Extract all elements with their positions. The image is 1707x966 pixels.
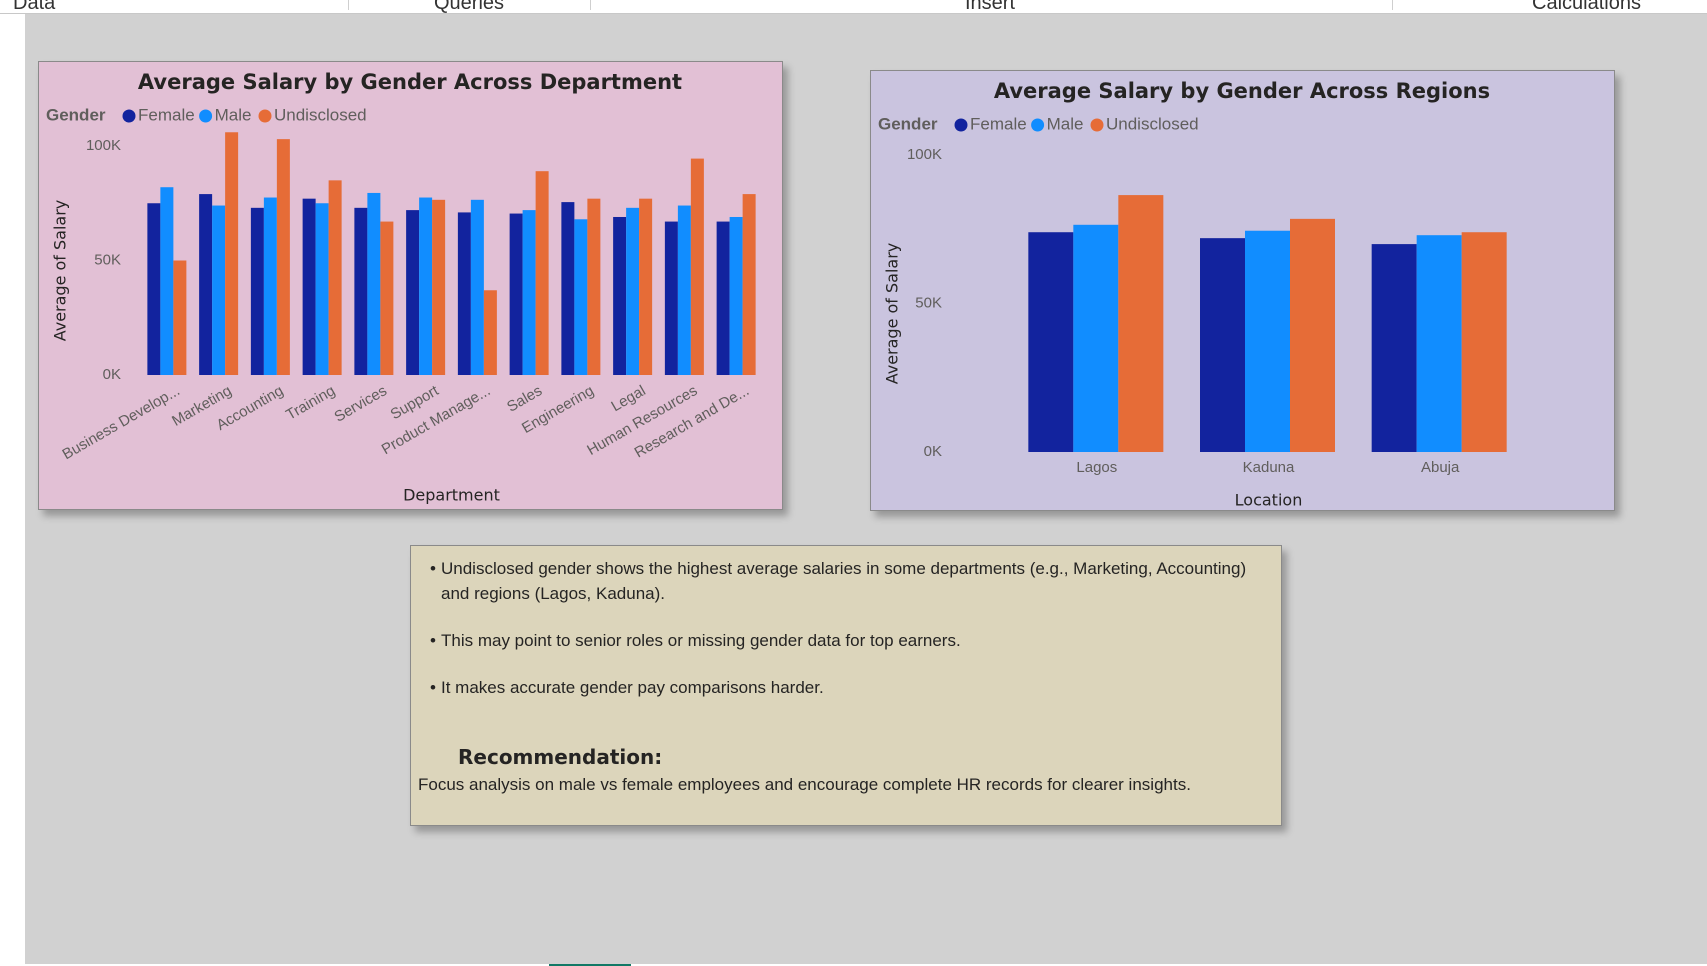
dept-legend-marker-male bbox=[199, 109, 213, 123]
dept-bar-marketing-undisclosed[interactable] bbox=[225, 132, 239, 375]
ribbon-tabs: Data Queries Insert Calculations bbox=[0, 0, 1707, 14]
region-y-tick-label: 50K bbox=[915, 294, 942, 311]
dept-bar-support-male[interactable] bbox=[419, 197, 433, 375]
active-page-indicator[interactable] bbox=[549, 964, 631, 966]
insight-bullet-2: This may point to senior roles or missin… bbox=[430, 628, 1270, 653]
region-legend-marker-female bbox=[954, 118, 968, 132]
dept-legend-marker-female bbox=[122, 109, 136, 123]
region-y-tick-label: 0K bbox=[924, 443, 942, 460]
dept-bar-marketing-male[interactable] bbox=[212, 205, 226, 375]
region-legend-label-female[interactable]: Female bbox=[970, 114, 1027, 133]
region-bar-lagos-male[interactable] bbox=[1073, 224, 1119, 452]
dept-x-tick-label: Services bbox=[332, 382, 390, 425]
ribbon-separator bbox=[590, 0, 591, 10]
insight-bullet-3: It makes accurate gender pay comparisons… bbox=[430, 675, 1270, 700]
insight-bullet-1: Undisclosed gender shows the highest ave… bbox=[430, 556, 1270, 606]
ribbon-tab-insert[interactable]: Insert bbox=[965, 0, 1016, 14]
region-legend-marker-male bbox=[1031, 118, 1045, 132]
dept-bar-legal-female[interactable] bbox=[613, 216, 627, 375]
dept-bar-research-and-de-undisclosed[interactable] bbox=[742, 194, 756, 375]
dept-bar-accounting-male[interactable] bbox=[263, 197, 277, 375]
region-x-tick-label: Abuja bbox=[1421, 459, 1460, 476]
ribbon-separator bbox=[1392, 0, 1393, 10]
dept-bar-services-female[interactable] bbox=[354, 207, 368, 375]
dept-bar-research-and-de-male[interactable] bbox=[729, 216, 743, 375]
region-x-tick-label: Lagos bbox=[1076, 459, 1117, 476]
dept-bar-training-undisclosed[interactable] bbox=[328, 180, 342, 375]
dept-bar-engineering-undisclosed[interactable] bbox=[587, 198, 601, 375]
ribbon-tab-calculations[interactable]: Calculations bbox=[1532, 0, 1641, 14]
dept-legend-marker-undisclosed bbox=[258, 109, 272, 123]
region-chart-title: Average Salary by Gender Across Regions bbox=[994, 79, 1490, 103]
dept-bar-services-undisclosed[interactable] bbox=[380, 221, 394, 375]
dept-bar-legal-undisclosed[interactable] bbox=[639, 198, 653, 375]
dept-bar-product-manage-male[interactable] bbox=[470, 199, 484, 375]
dept-bar-business-develop-undisclosed[interactable] bbox=[173, 260, 187, 376]
dept-legend-label-female[interactable]: Female bbox=[138, 105, 195, 124]
dept-bar-business-develop-male[interactable] bbox=[160, 187, 174, 375]
ribbon-separator bbox=[348, 0, 349, 10]
dept-legend-label-male[interactable]: Male bbox=[215, 105, 252, 124]
dept-x-tick-label: Business Develop... bbox=[60, 382, 183, 463]
dept-bar-product-manage-female[interactable] bbox=[457, 212, 471, 375]
region-bar-abuja-undisclosed[interactable] bbox=[1461, 232, 1507, 452]
region-x-axis-title: Location bbox=[1235, 491, 1303, 510]
region-bar-lagos-undisclosed[interactable] bbox=[1118, 195, 1164, 452]
insights-textbox: Undisclosed gender shows the highest ave… bbox=[410, 545, 1282, 826]
dept-bar-support-female[interactable] bbox=[406, 210, 420, 375]
department-salary-chart: Average Salary by Gender Across Departme… bbox=[46, 70, 756, 505]
dept-bar-business-develop-female[interactable] bbox=[147, 203, 161, 375]
region-bar-kaduna-female[interactable] bbox=[1200, 238, 1245, 452]
dept-bar-product-manage-undisclosed[interactable] bbox=[483, 290, 497, 375]
left-pane bbox=[0, 14, 25, 966]
region-legend-marker-undisclosed bbox=[1090, 118, 1104, 132]
region-legend-label-undisclosed[interactable]: Undisclosed bbox=[1106, 114, 1199, 133]
recommendation-text: Focus analysis on male vs female employe… bbox=[418, 775, 1191, 794]
dept-chart-title: Average Salary by Gender Across Departme… bbox=[138, 70, 682, 94]
dept-bar-research-and-de-female[interactable] bbox=[716, 221, 730, 375]
dept-y-tick-label: 100K bbox=[86, 137, 121, 154]
dept-bar-accounting-female[interactable] bbox=[250, 207, 264, 375]
department-chart-visual[interactable]: Average Salary by Gender Across Departme… bbox=[38, 61, 783, 510]
dept-x-tick-label: Training bbox=[283, 382, 338, 424]
region-chart-visual[interactable]: Average Salary by Gender Across Regions G… bbox=[870, 70, 1615, 511]
dept-bar-accounting-undisclosed[interactable] bbox=[276, 139, 290, 375]
dept-legend-label-undisclosed[interactable]: Undisclosed bbox=[274, 105, 367, 124]
dept-y-tick-label: 50K bbox=[94, 251, 121, 268]
insights-list: Undisclosed gender shows the highest ave… bbox=[430, 556, 1270, 722]
region-y-tick-label: 100K bbox=[907, 146, 942, 163]
dept-bar-sales-male[interactable] bbox=[522, 210, 536, 375]
region-bar-lagos-female[interactable] bbox=[1028, 232, 1074, 452]
region-bar-kaduna-undisclosed[interactable] bbox=[1290, 218, 1335, 452]
ribbon-tab-data[interactable]: Data bbox=[13, 0, 56, 14]
region-bar-abuja-female[interactable] bbox=[1371, 244, 1417, 452]
region-bar-kaduna-male[interactable] bbox=[1245, 230, 1290, 452]
dept-y-tick-label: 0K bbox=[103, 366, 121, 383]
dept-bar-training-male[interactable] bbox=[315, 203, 329, 375]
region-legend-title: Gender bbox=[878, 114, 938, 133]
dept-bar-engineering-female[interactable] bbox=[561, 202, 575, 375]
region-y-axis-title: Average of Salary bbox=[883, 243, 902, 385]
dept-bar-services-male[interactable] bbox=[367, 192, 381, 375]
region-salary-chart: Average Salary by Gender Across Regions G… bbox=[878, 79, 1507, 510]
region-legend-label-male[interactable]: Male bbox=[1047, 114, 1084, 133]
dept-bar-training-female[interactable] bbox=[302, 198, 316, 375]
recommendation-title: Recommendation: bbox=[458, 745, 663, 769]
region-x-tick-label: Kaduna bbox=[1243, 459, 1295, 476]
dept-legend-title: Gender bbox=[46, 105, 106, 124]
ribbon-tab-queries[interactable]: Queries bbox=[434, 0, 505, 14]
dept-x-axis-title: Department bbox=[403, 486, 500, 505]
dept-bar-legal-male[interactable] bbox=[626, 207, 640, 375]
region-bar-abuja-male[interactable] bbox=[1416, 235, 1462, 452]
page-tabs-bar bbox=[25, 964, 1707, 966]
dept-bar-human-resources-undisclosed[interactable] bbox=[690, 158, 704, 375]
dept-bar-marketing-female[interactable] bbox=[199, 194, 213, 375]
dept-bar-support-undisclosed[interactable] bbox=[432, 199, 446, 375]
dept-bar-human-resources-female[interactable] bbox=[664, 221, 678, 375]
dept-y-axis-title: Average of Salary bbox=[51, 200, 70, 342]
dept-bar-engineering-male[interactable] bbox=[574, 219, 588, 375]
dept-bar-human-resources-male[interactable] bbox=[677, 205, 691, 375]
dept-bar-sales-female[interactable] bbox=[509, 213, 523, 375]
dept-bar-sales-undisclosed[interactable] bbox=[535, 171, 549, 375]
